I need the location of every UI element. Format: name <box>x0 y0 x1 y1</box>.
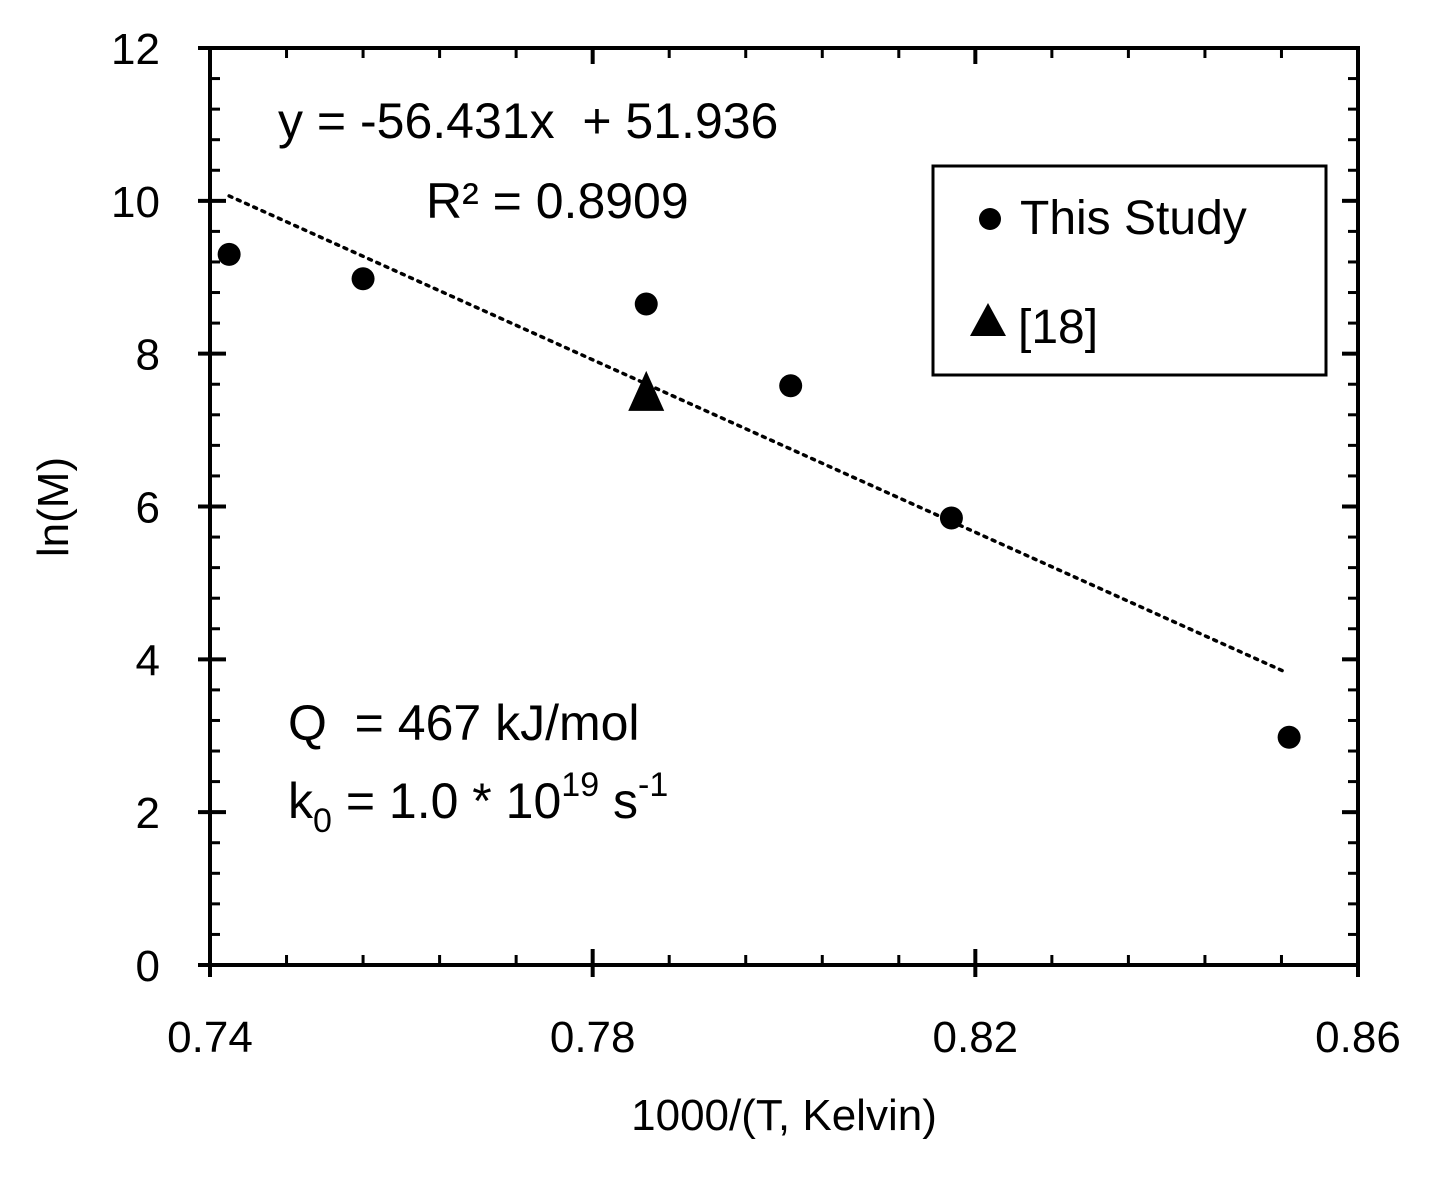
activation-energy-label: Q = 467 kJ/mol <box>288 695 640 751</box>
legend-entry-ref-18: [18] <box>1018 301 1098 354</box>
rate-constant-label: k0 = 1.0 * 1019 s-1 <box>288 766 668 840</box>
y-tick-label: 10 <box>111 178 160 227</box>
data-point-ref-18 <box>628 370 665 411</box>
data-point-this-study <box>1277 725 1301 749</box>
k-subscript: 0 <box>313 802 332 840</box>
trendline-equation: y = -56.431x + 51.936 <box>278 93 778 149</box>
x-tick-label: 0.74 <box>167 1013 253 1062</box>
y-axis-label: ln(M) <box>29 457 78 557</box>
data-point-this-study <box>779 374 803 398</box>
x-tick-label: 0.82 <box>933 1013 1019 1062</box>
y-tick-label: 2 <box>136 789 160 838</box>
x-tick-label: 0.86 <box>1315 1013 1401 1062</box>
legend-circle-marker <box>979 208 1001 230</box>
x-axis-label: 1000/(T, Kelvin) <box>631 1091 937 1140</box>
k-unit: s <box>599 773 638 829</box>
y-tick-label: 12 <box>111 25 160 74</box>
y-tick-label: 6 <box>136 484 160 533</box>
legend-entry-this-study: This Study <box>1020 192 1247 245</box>
k-unit-exponent: -1 <box>638 766 668 804</box>
y-tick-label: 4 <box>136 636 160 685</box>
data-points <box>217 242 1301 749</box>
legend-box <box>931 164 1328 377</box>
x-tick-label: 0.78 <box>550 1013 636 1062</box>
legend: This Study [18] <box>931 164 1328 377</box>
trendline-r-squared: R² = 0.8909 <box>426 173 689 229</box>
k-value: = 1.0 * 10 <box>332 773 561 829</box>
data-point-this-study <box>351 267 375 291</box>
plot-area-frame <box>208 46 1360 967</box>
k-symbol: k <box>288 773 314 829</box>
x-tick-labels: 0.74 0.78 0.82 0.86 <box>167 1013 1401 1062</box>
data-point-this-study <box>217 242 241 266</box>
data-point-this-study <box>634 292 658 316</box>
y-tick-labels: 0 2 4 6 8 10 12 <box>111 25 160 991</box>
y-tick-label: 8 <box>136 331 160 380</box>
k-exponent: 19 <box>561 766 599 804</box>
trendline <box>227 194 1287 674</box>
legend-triangle-marker <box>970 303 1006 336</box>
y-tick-label: 0 <box>136 942 160 991</box>
data-point-this-study <box>939 506 963 530</box>
